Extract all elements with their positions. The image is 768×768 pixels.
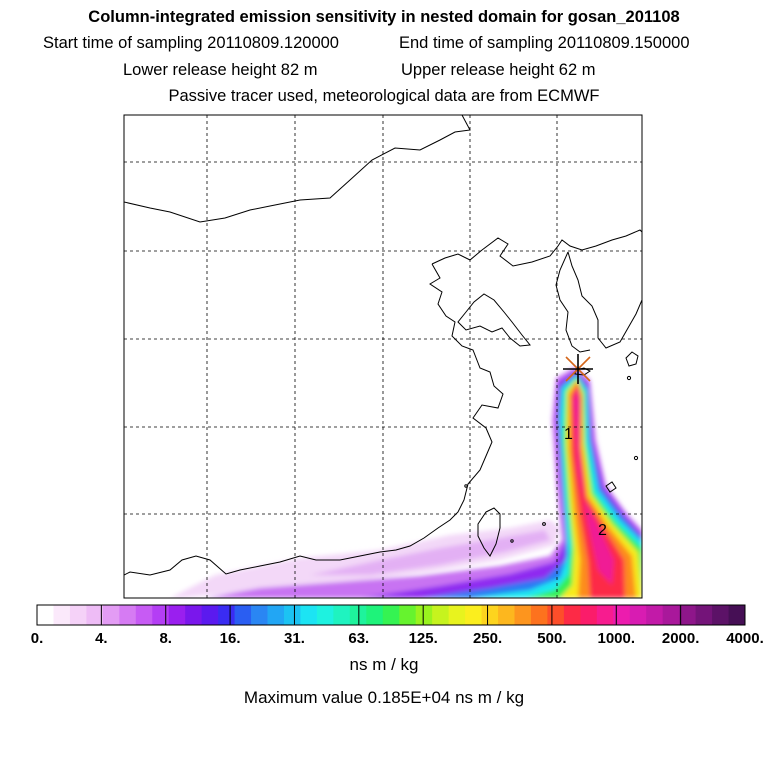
colorbar-tick-label: 0. [31,630,44,647]
colorbar-cell [596,605,614,625]
okinawa-island [605,481,617,493]
colorbar-tick-label: 1000. [597,630,635,647]
colorbar-cell [135,605,153,625]
colorbar-cell [333,605,351,625]
colorbar-cell [530,605,548,625]
colorbar-cell [37,605,54,625]
colorbar-cell [547,605,565,625]
plume-magenta [573,388,614,585]
colorbar-cell [695,605,713,625]
colorbar-cell [481,605,499,625]
islet-1 [626,375,632,381]
plume-day-marker-1: 1 [564,426,573,443]
islet-4 [464,484,468,488]
colorbar-cell [366,605,384,625]
colorbar-cell [679,605,697,625]
unit-label: ns m / kg [349,655,419,674]
colorbar-frame [36,604,746,626]
colorbar-tick-label: 31. [284,630,305,647]
korea-south-coast [567,251,642,349]
colorbar-cell [465,605,482,625]
map-frame [123,114,643,599]
colorbar-cell [234,605,252,625]
colorbar-cell [498,605,515,625]
plume-day-marker-2: 2 [598,522,607,539]
colorbar-cell [662,605,680,625]
release-star-icon [563,354,593,384]
colorbar-cell [629,605,647,625]
plume-faint-north-band [310,530,550,575]
colorbar-cell [201,605,219,625]
colorbar-cell [168,605,186,625]
colorbar [36,604,746,626]
colorbar-cell [251,605,268,625]
north-boundary-line [124,115,471,223]
colorbar-tick-label: 63. [348,630,369,647]
colorbar-cell [218,605,235,625]
colorbar-cell [399,605,417,625]
colorbar-tick-label: 125. [409,630,438,647]
colorbar-tick-label: 4. [95,630,108,647]
lower-release-label: Lower release height 82 m [123,61,318,79]
plume-red [571,384,625,598]
plume-faint-south-band [170,520,560,598]
colorbar-tick-label: 8. [159,630,172,647]
colorbar-cell [514,605,532,625]
kyushu-coast [625,351,639,367]
map-grid [124,115,642,598]
colorbar-tick-labels: 0. 4. 8. 16. 31. 63. 125. 250. 500. 1000. 2000. 400… [31,630,764,647]
sensitivity-field [170,367,642,598]
colorbar-cell [300,605,318,625]
colorbar-cell [580,605,598,625]
colorbar-cell [448,605,466,625]
colorbar-tick-label: 4000. [726,630,764,647]
colorbar-tick-label: 16. [220,630,241,647]
colorbar-cell [283,605,301,625]
end-time-label: End time of sampling 20110809.150000 [399,34,690,52]
islet-3 [542,522,546,526]
islet-5 [510,539,514,543]
colorbar-cell [102,605,120,625]
colorbar-cell [415,605,433,625]
colorbar-cell [382,605,400,625]
colorbar-cell [646,605,664,625]
colorbar-cell [267,605,285,625]
start-time-label: Start time of sampling 20110809.120000 [43,34,339,52]
colorbar-cell [728,605,746,625]
colorbar-cell [53,605,71,625]
colorbar-cell [119,605,137,625]
colorbar-cell [349,605,367,625]
tracer-note: Passive tracer used, meteorological data… [168,87,600,105]
colorbar-tick-label: 500. [537,630,566,647]
colorbar-cell [712,605,729,625]
bohai-coast [457,293,531,347]
upper-release-label: Upper release height 62 m [401,61,596,79]
max-value-label: Maximum value 0.185E+04 ns m / kg [243,688,525,707]
islet-2 [633,455,639,461]
colorbar-tick-label: 250. [473,630,502,647]
colorbar-cell [69,605,87,625]
colorbar-cell [432,605,450,625]
taiwan-island [477,507,501,557]
colorbar-cell [152,605,170,625]
colorbar-cell [613,605,631,625]
korea-west-coast [555,251,591,353]
colorbar-cell [86,605,104,625]
colorbar-cell [316,605,334,625]
chart-title: Column-integrated emission sensitivity i… [88,8,680,26]
colorbar-cell [185,605,203,625]
colorbar-cell [563,605,581,625]
colorbar-tick-label: 2000. [662,630,700,647]
